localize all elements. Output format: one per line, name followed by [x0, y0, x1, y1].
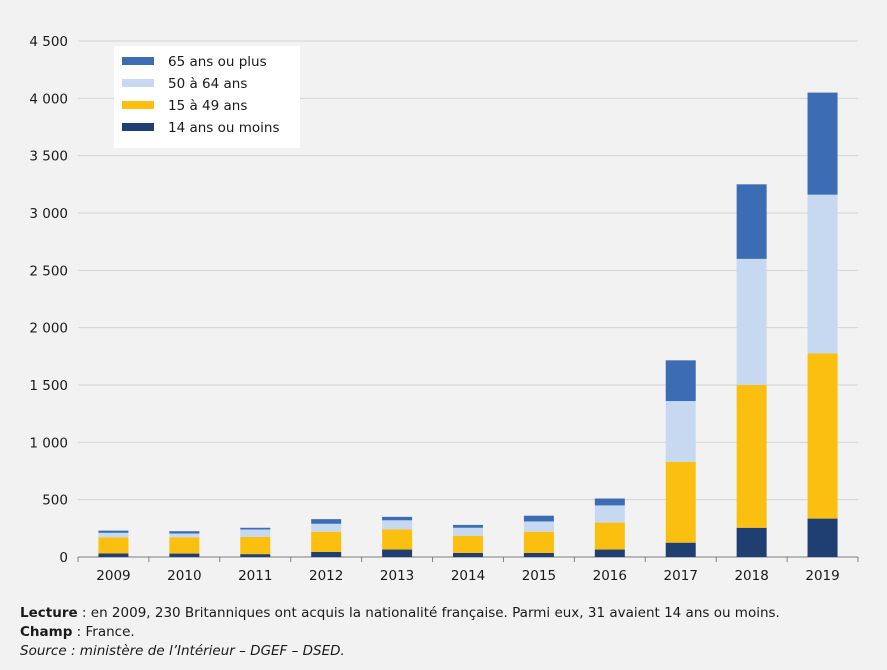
- lecture-label: Lecture: [20, 605, 78, 621]
- x-tick-label: 2013: [380, 568, 414, 584]
- bar-segment: [169, 531, 200, 534]
- source-note: Source : ministère de l’Intérieur – DGEF…: [20, 643, 345, 659]
- champ-text: : France.: [72, 624, 135, 640]
- legend-swatch: [122, 57, 154, 65]
- bar-segment: [311, 551, 342, 557]
- x-tick-label: 2015: [522, 568, 556, 584]
- bar-segment: [311, 523, 342, 532]
- y-tick-label: 1 500: [29, 378, 68, 394]
- bar-segment: [807, 92, 838, 195]
- bar-segment: [594, 505, 625, 523]
- legend-label: 65 ans ou plus: [168, 54, 267, 70]
- bar-segment: [98, 553, 129, 557]
- bar-segment: [807, 353, 838, 519]
- bar-segment: [523, 531, 554, 553]
- y-tick-label: 3 500: [29, 149, 68, 165]
- stacked-bar-chart: 0 500 1 000 1 500 2 000 2 500 3 000 3 500 4 000 4…: [29, 34, 859, 584]
- bar-segment: [453, 527, 483, 536]
- bar-segment: [736, 527, 767, 557]
- bar-segment: [736, 184, 767, 259]
- y-tick-label: 2 500: [29, 263, 68, 279]
- x-tick-label: 2009: [96, 568, 130, 584]
- bar-segment: [665, 461, 696, 543]
- bar-segment: [453, 524, 483, 528]
- x-tick-label: 2017: [664, 568, 698, 584]
- x-tick-label: 2014: [451, 568, 485, 584]
- bar-segment: [311, 519, 342, 524]
- bar-segment: [453, 535, 483, 553]
- y-tick-label: 500: [42, 493, 68, 509]
- bar-segment: [169, 553, 200, 557]
- y-tick-label: 4 000: [29, 91, 68, 107]
- bar-segment: [382, 549, 413, 557]
- bar-segment: [807, 194, 838, 354]
- bar-segment: [240, 529, 271, 537]
- y-tick-label: 3 000: [29, 206, 68, 222]
- y-tick-label: 2 000: [29, 321, 68, 337]
- bar-segment: [382, 520, 413, 530]
- bar-segment: [594, 498, 625, 506]
- bar-segment: [240, 527, 271, 530]
- bar-segment: [169, 537, 200, 554]
- bar-segment: [98, 532, 129, 538]
- lecture-note: Lecture : en 2009, 230 Britanniques ont …: [20, 604, 880, 623]
- x-tick-label: 2011: [238, 568, 272, 584]
- bar-segment: [98, 530, 129, 533]
- bar-segment: [736, 258, 767, 385]
- legend-swatch: [122, 101, 154, 109]
- x-tick-label: 2018: [734, 568, 768, 584]
- bar-segment: [382, 529, 413, 550]
- bar-segment: [665, 401, 696, 462]
- x-tick-label: 2012: [309, 568, 343, 584]
- bar-segment: [665, 542, 696, 557]
- bar-segment: [594, 522, 625, 550]
- legend-label: 14 ans ou moins: [168, 120, 279, 136]
- legend-swatch: [122, 79, 154, 87]
- bar-segment: [523, 521, 554, 532]
- champ-label: Champ: [20, 624, 73, 640]
- legend-swatch: [122, 123, 154, 131]
- bar-segment: [665, 360, 696, 402]
- bar-segment: [311, 531, 342, 552]
- lecture-text: : en 2009, 230 Britanniques ont acquis l…: [77, 605, 780, 621]
- bar-segment: [453, 552, 483, 557]
- y-tick-label: 0: [59, 550, 68, 566]
- x-tick-label: 2010: [167, 568, 201, 584]
- x-tick-label: 2016: [593, 568, 627, 584]
- bar-segment: [523, 552, 554, 557]
- bar-segment: [240, 554, 271, 557]
- bar-segment: [736, 385, 767, 528]
- bar-segment: [594, 549, 625, 557]
- bar-segment: [169, 533, 200, 538]
- champ-note: Champ : France.: [20, 623, 880, 642]
- legend-label: 50 à 64 ans: [168, 76, 247, 92]
- x-tick-label: 2019: [805, 568, 839, 584]
- bar-segment: [382, 516, 413, 521]
- y-tick-label: 1 000: [29, 435, 68, 451]
- y-tick-label: 4 500: [29, 34, 68, 50]
- bar-segment: [807, 518, 838, 557]
- bar-segment: [98, 537, 129, 554]
- chart-notes: Lecture : en 2009, 230 Britanniques ont …: [20, 604, 880, 661]
- bar-segment: [240, 536, 271, 555]
- legend-label: 15 à 49 ans: [168, 98, 247, 114]
- bar-segment: [523, 515, 554, 522]
